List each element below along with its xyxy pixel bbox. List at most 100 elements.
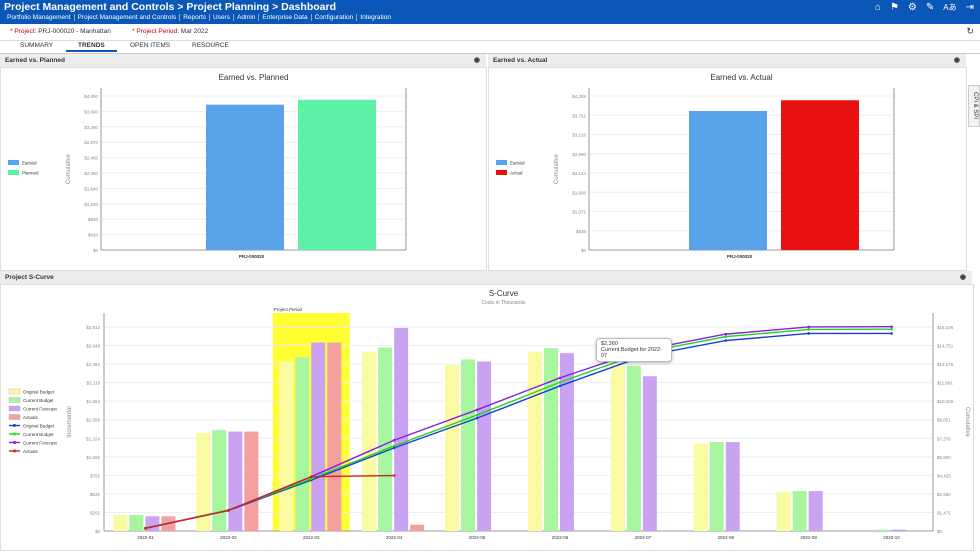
y-tick-label: $2,119 bbox=[87, 381, 101, 386]
earned-actual-chart: Earned vs. Actual $0 $536 $1,072 $1,608 $2,14… bbox=[496, 73, 895, 259]
y-tick-label: $265 bbox=[90, 510, 101, 515]
line-point bbox=[144, 527, 147, 530]
line-point bbox=[558, 380, 562, 384]
bar-current-budget bbox=[792, 491, 807, 531]
y-tick-label: $820 bbox=[88, 217, 99, 222]
menu-item-enterprise-data[interactable]: Enterprise Data bbox=[259, 14, 312, 21]
eye-icon[interactable]: ◉ bbox=[959, 274, 966, 281]
x-tick-label: 2022-05 bbox=[469, 535, 486, 540]
earned-planned-panel: Earned vs. Planned $0 $410 $820 $1,230 $1,640… bbox=[0, 67, 487, 271]
bar-current-forecast bbox=[228, 431, 243, 531]
menu-item-portfolio[interactable]: Portfolio Management bbox=[4, 14, 75, 21]
main-menu: Portfolio Management Project Management … bbox=[4, 14, 394, 21]
legend-label: Current Budget bbox=[23, 432, 54, 437]
home-icon[interactable]: ⌂ bbox=[874, 2, 881, 13]
legend-label: Actuals bbox=[23, 415, 39, 420]
font-size-icon[interactable]: Aあ bbox=[943, 3, 957, 12]
y2-tick-label: $14,751 bbox=[937, 344, 954, 349]
line-point bbox=[807, 332, 810, 335]
bar-current-budget bbox=[875, 529, 890, 531]
bar-original-budget bbox=[610, 365, 625, 531]
y-tick-label: $2,384 bbox=[86, 362, 100, 367]
period-selector[interactable]: * Project Period: Mar 2022 bbox=[132, 28, 208, 35]
menu-item-integration[interactable]: Integration bbox=[360, 14, 391, 21]
tab-trends[interactable]: TRENDS bbox=[66, 42, 117, 52]
bar-earned bbox=[689, 111, 767, 250]
chart-title: Earned vs. Actual bbox=[710, 73, 772, 82]
x-tick-label: 2022-02 bbox=[220, 535, 237, 540]
legend-marker bbox=[13, 424, 16, 427]
earned-actual-title: Earned vs. Actual bbox=[493, 57, 548, 64]
x-tick-label: 2022-08 bbox=[717, 535, 734, 540]
project-value: PRJ-000020 - Manhattan bbox=[38, 28, 111, 35]
page-title: Project Management and Controls > Projec… bbox=[4, 1, 336, 13]
y-tick-label: $1,608 bbox=[572, 190, 586, 195]
flag-icon[interactable]: ⚑ bbox=[889, 2, 899, 13]
refresh-icon[interactable]: ↻ bbox=[966, 26, 974, 36]
menu-item-users[interactable]: Users bbox=[210, 14, 234, 21]
menu-item-admin[interactable]: Admin bbox=[234, 14, 260, 21]
bar-earned bbox=[206, 104, 284, 250]
y2-tick-label: $13,276 bbox=[937, 362, 954, 367]
bar-current-forecast bbox=[477, 361, 492, 531]
legend-label: Actual bbox=[510, 171, 523, 176]
bar-current-forecast bbox=[311, 342, 326, 531]
wrench-icon[interactable]: ✎ bbox=[925, 2, 935, 13]
menu-item-configuration[interactable]: Configuration bbox=[312, 14, 358, 21]
tab-summary[interactable]: SUMMARY bbox=[20, 42, 54, 49]
legend-label: Original Budget bbox=[23, 424, 55, 429]
project-selector[interactable]: * Project: PRJ-000020 - Manhattan bbox=[10, 28, 111, 35]
x-tick-label: PRJ-000020 bbox=[239, 254, 265, 259]
menu-item-pmc[interactable]: Project Management and Controls bbox=[75, 14, 181, 21]
bar-current-budget bbox=[626, 365, 641, 531]
line-point bbox=[309, 475, 313, 478]
line-point bbox=[392, 474, 396, 477]
bar-actuals bbox=[244, 431, 259, 531]
y-tick-label: $3,752 bbox=[572, 113, 586, 118]
line-point bbox=[724, 339, 728, 342]
bar-current-budget bbox=[129, 514, 144, 531]
y-tick-label: $2,144 bbox=[572, 171, 586, 176]
eye-icon[interactable]: ◉ bbox=[953, 57, 960, 64]
legend-label: Actuals bbox=[23, 449, 39, 454]
y2-tick-label: $2,950 bbox=[937, 492, 951, 497]
logout-icon[interactable]: ⇥ bbox=[965, 2, 974, 13]
x-tick-label: 2022-09 bbox=[800, 535, 817, 540]
legend-label: Current Forecast bbox=[23, 441, 58, 446]
line-point bbox=[724, 335, 728, 338]
cpi-spi-side-tab[interactable]: CPI & SPI bbox=[968, 85, 980, 127]
y2-tick-label: $8,851 bbox=[937, 418, 951, 423]
tab-open-items[interactable]: OPEN ITEMS bbox=[130, 42, 171, 49]
chart-title: S-Curve bbox=[489, 289, 519, 298]
y-tick-label: $410 bbox=[88, 233, 99, 238]
bar-original-budget bbox=[362, 351, 377, 531]
legend-swatch bbox=[8, 414, 21, 420]
y-tick-label: $2,870 bbox=[84, 140, 98, 145]
chart-subtitle: Costs in Thousands bbox=[481, 300, 526, 306]
y2-axis-label: Cumulative bbox=[964, 407, 970, 438]
gear-icon[interactable]: ⚙ bbox=[907, 2, 917, 13]
line-point bbox=[309, 477, 313, 481]
bar-current-forecast bbox=[394, 327, 409, 531]
bar-original-budget bbox=[527, 351, 542, 531]
line-point bbox=[475, 413, 479, 417]
y-tick-label: $2,913 bbox=[86, 325, 100, 330]
period-value: Mar 2022 bbox=[180, 28, 209, 35]
legend-swatch bbox=[8, 170, 19, 175]
line-point bbox=[558, 376, 562, 380]
y-tick-label: $0 bbox=[95, 529, 101, 534]
period-label: * Project Period: bbox=[132, 28, 179, 35]
project-bar: * Project: PRJ-000020 - Manhattan * Proj… bbox=[0, 24, 980, 41]
legend-marker bbox=[13, 441, 16, 444]
y-tick-label: $4,288 bbox=[572, 94, 586, 99]
tab-resource[interactable]: RESOURCE bbox=[192, 42, 229, 49]
legend-label: Current Forecast bbox=[23, 407, 58, 412]
menu-item-reports[interactable]: Reports bbox=[180, 14, 210, 21]
y2-tick-label: $7,376 bbox=[937, 436, 951, 441]
tooltip-value: $2,360 bbox=[601, 341, 618, 347]
legend-label: Earned bbox=[510, 161, 525, 166]
y-tick-label: $1,060 bbox=[86, 455, 100, 460]
legend-marker bbox=[13, 432, 16, 436]
eye-icon[interactable]: ◉ bbox=[473, 57, 480, 64]
bar-original-budget bbox=[693, 443, 708, 531]
